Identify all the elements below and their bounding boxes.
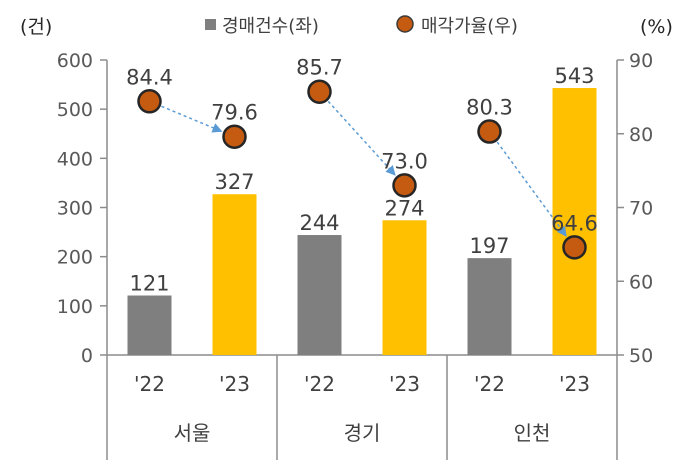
rate-value-label: 73.0 [381,149,428,173]
right-tick-label: 50 [629,345,653,367]
right-tick-label: 80 [629,124,653,146]
rate-value-label: 80.3 [466,96,513,120]
bar [382,220,427,355]
bar-value-label: 274 [384,196,424,220]
region-label: 경기 [344,421,381,445]
bar [212,194,257,355]
trend-arrow [161,105,223,133]
left-tick-label: 100 [57,296,93,318]
rate-points [137,79,587,260]
left-tick-label: 300 [57,198,93,220]
data-labels: 121 327 244 274 197 543 84.4 79.6 85.7 73.0 80.3 64… [126,56,598,296]
legend-dot-swatch [396,15,414,33]
right-axis-unit: (%) [640,16,673,38]
bars [127,88,597,356]
year-label: '23 [219,372,250,396]
trend-arrow [327,100,396,176]
year-label: '22 [134,372,165,396]
left-tick-label: 400 [57,148,93,170]
rate-dot [222,124,247,149]
legend-bar-label: 경매건수(좌) [222,16,319,37]
legend-bar-swatch [205,19,216,30]
left-axis-unit: (건) [20,16,52,38]
year-label: '22 [304,372,335,396]
bar-value-label: 197 [469,234,509,258]
bar [552,88,597,356]
rate-value-label: 79.6 [211,101,258,125]
bar [467,258,512,355]
left-axis-ticks: 0 100 200 300 400 500 600 [57,50,107,367]
rate-dot [562,235,587,260]
bar-value-label: 121 [129,272,169,296]
rate-value-label: 64.6 [551,211,598,235]
bar-value-label: 244 [299,211,339,235]
left-tick-label: 500 [57,99,93,121]
left-tick-label: 600 [57,50,93,72]
bar [127,295,172,355]
bar-value-label: 543 [554,64,594,88]
bar [297,235,342,355]
year-label: '22 [474,372,505,396]
region-label: 인천 [514,421,551,445]
region-label: 서울 [174,421,211,445]
right-axis-ticks: 50 60 70 80 90 [617,50,653,367]
rate-dot [307,79,332,104]
axes [106,60,618,460]
rate-dot [477,119,502,144]
category-labels: '22 '23 '22 '23 '22 '23 서울 경기 인천 [134,372,590,445]
year-label: '23 [389,372,420,396]
year-label: '23 [559,372,590,396]
left-tick-label: 0 [81,345,93,367]
trend-arrows [161,100,567,237]
right-tick-label: 90 [629,50,653,72]
legend: 경매건수(좌) 매각가율(우) [205,15,518,37]
bar-value-label: 327 [214,170,254,194]
right-tick-label: 60 [629,271,653,293]
rate-dot [137,89,162,114]
right-tick-label: 70 [629,198,653,220]
trend-arrow [496,141,567,237]
rate-dot [392,173,417,198]
legend-dot-label: 매각가율(우) [421,16,518,37]
rate-value-label: 85.7 [296,56,343,80]
left-tick-label: 200 [57,247,93,269]
rate-value-label: 84.4 [126,65,173,89]
